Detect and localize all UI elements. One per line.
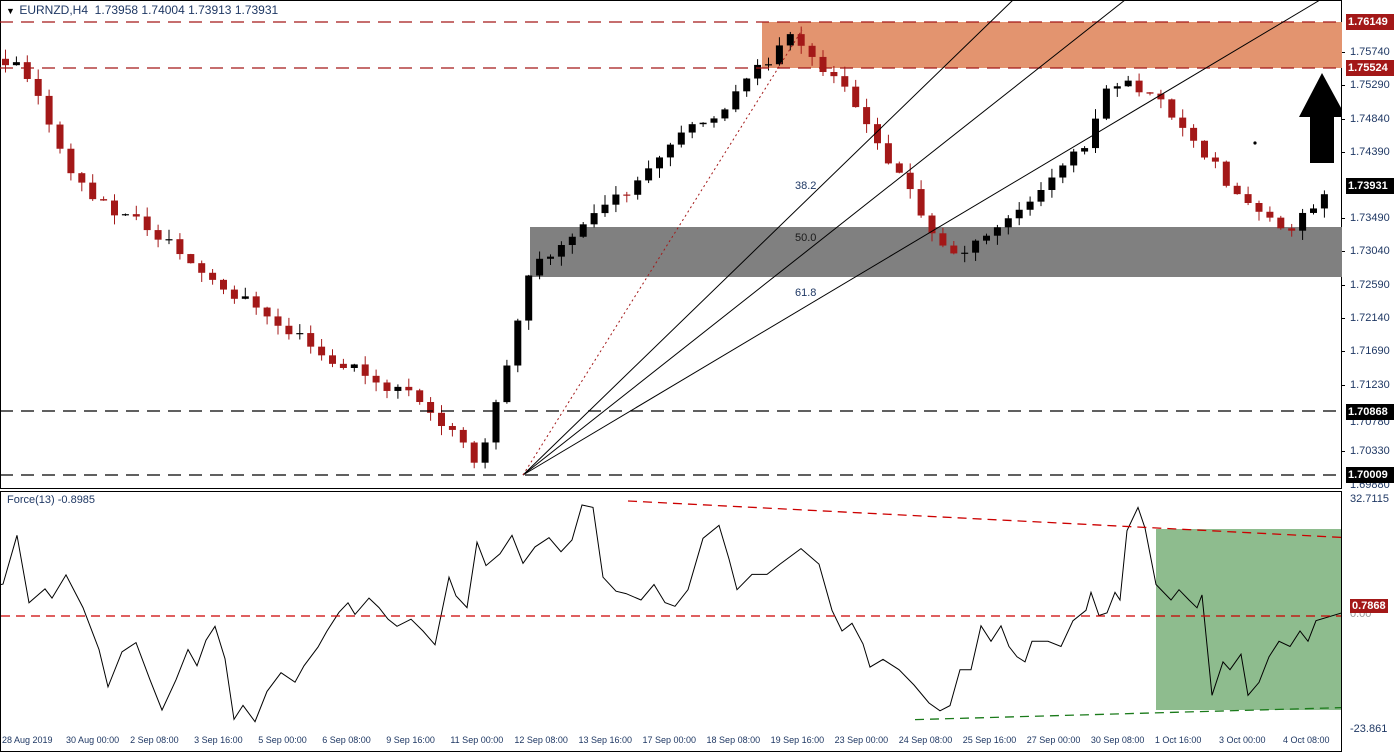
svg-text:38.2: 38.2 — [795, 180, 816, 192]
svg-text:50.0: 50.0 — [795, 232, 816, 244]
svg-text:61.8: 61.8 — [795, 287, 816, 299]
